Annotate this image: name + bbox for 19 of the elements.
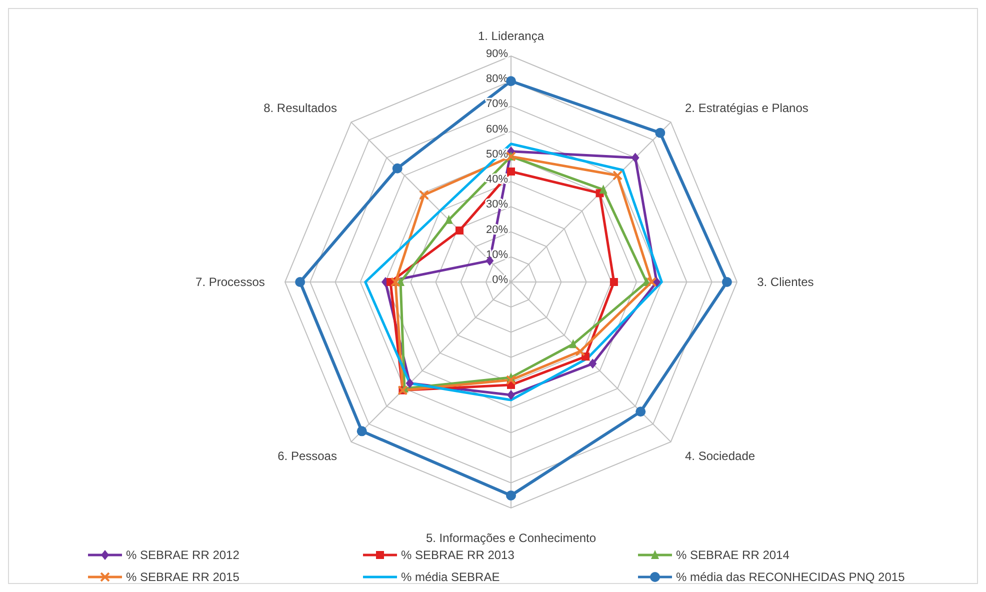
legend-label: % SEBRAE RR 2014 — [676, 548, 790, 562]
spoke-label: 6. Pessoas — [278, 449, 337, 464]
legend-label: % média SEBRAE — [401, 570, 500, 584]
y-tick-label: 70% — [486, 98, 508, 110]
y-tick-label: 80% — [486, 73, 508, 86]
spoke-label: 4. Sociedade — [685, 449, 756, 464]
legend-label: % SEBRAE RR 2013 — [401, 548, 515, 562]
legend-label: % SEBRAE RR 2015 — [126, 570, 240, 584]
spoke-label: 8. Resultados — [264, 100, 337, 115]
spoke-label: 1. Liderança — [478, 28, 544, 43]
legend-label: % média das RECONHECIDAS PNQ 2015 — [676, 570, 906, 584]
y-tick-label: 90% — [486, 48, 508, 60]
spoke-label: 5. Informações e Conhecimento — [426, 531, 596, 546]
spoke-label: 2. Estratégias e Planos — [685, 100, 808, 115]
legend-label: % SEBRAE RR 2012 — [126, 548, 240, 562]
y-tick-label: 60% — [486, 123, 508, 136]
y-tick-label: 0% — [492, 274, 508, 286]
spoke-label: 3. Clientes — [757, 275, 814, 289]
spoke-label: 7. Processos — [196, 275, 265, 289]
